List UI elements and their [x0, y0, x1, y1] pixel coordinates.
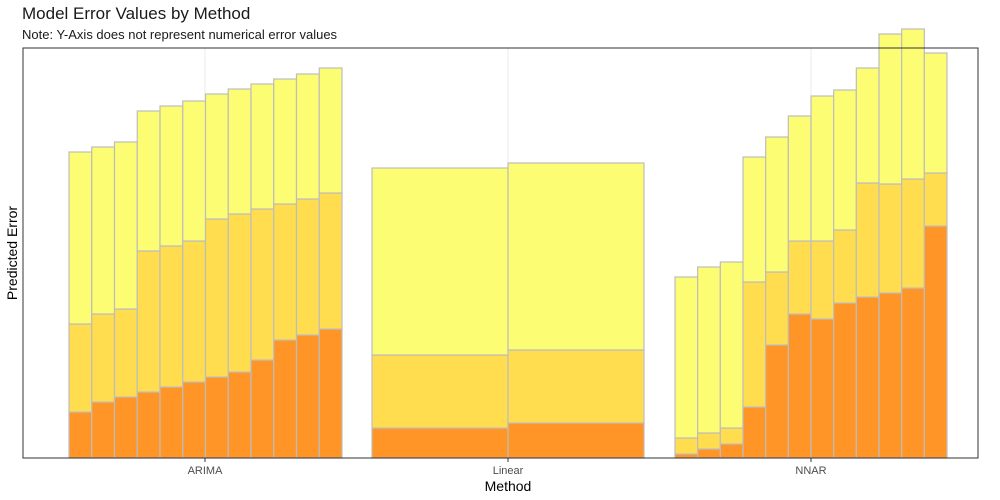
- x-tick-label-nnar: NNAR: [795, 465, 826, 477]
- bar-segment-arima-11-mid: [295, 198, 320, 336]
- x-axis-ticks: ARIMA Linear NNAR: [188, 458, 827, 477]
- bar-segment-nnar-8-light: [833, 89, 857, 231]
- bar-segment-nnar-11-mid: [901, 178, 925, 289]
- bar-segment-arima-5-mid: [159, 245, 184, 388]
- bar-segment-arima-8-mid: [227, 213, 252, 373]
- bar-segment-arima-3-light: [113, 141, 138, 310]
- bar-segment-arima-6-mid: [182, 240, 207, 383]
- bar-segment-nnar-7-dark: [810, 318, 835, 459]
- bar-segment-nnar-2-light: [697, 266, 721, 434]
- bar-segment-linear-2-light: [507, 162, 645, 351]
- bar-segment-nnar-7-light: [810, 95, 835, 242]
- bar-segment-arima-10-mid: [273, 203, 298, 341]
- bar-segment-arima-4-mid: [136, 250, 161, 393]
- bar-segment-arima-1-light: [68, 151, 93, 325]
- bar-segment-arima-7-mid: [204, 218, 229, 378]
- bar-segment-nnar-2-mid: [697, 432, 721, 450]
- bar-segment-nnar-8-dark: [833, 302, 857, 459]
- bar-segment-nnar-11-dark: [901, 287, 925, 459]
- bar-segment-arima-4-light: [136, 110, 161, 252]
- bar-segment-arima-7-dark: [204, 376, 229, 459]
- chart-title: Model Error Values by Method: [22, 4, 251, 23]
- bar-segment-nnar-12-dark: [923, 225, 948, 459]
- bar-segment-arima-2-dark: [91, 401, 116, 459]
- bar-segment-nnar-6-light: [787, 115, 812, 242]
- bar-segment-arima-3-dark: [113, 396, 138, 459]
- bar-segment-arima-6-light: [182, 100, 207, 242]
- bar-segment-arima-10-dark: [273, 339, 298, 459]
- bar-segment-arima-10-light: [273, 78, 298, 205]
- bar-segment-nnar-2-dark: [697, 448, 721, 459]
- x-tick-label-linear: Linear: [493, 465, 524, 477]
- bar-segment-arima-3-mid: [113, 308, 138, 398]
- bar-group-linear: [371, 162, 645, 459]
- bar-group-nnar: [674, 28, 948, 459]
- bar-segment-nnar-10-mid: [878, 183, 903, 294]
- bar-segment-arima-4-dark: [136, 391, 161, 459]
- bar-segment-nnar-8-mid: [833, 229, 857, 304]
- bar-segment-nnar-1-dark: [674, 453, 699, 459]
- bar-segment-arima-12-mid: [318, 192, 343, 330]
- bar-segment-arima-5-dark: [159, 386, 184, 459]
- bar-segment-nnar-6-dark: [787, 313, 812, 459]
- bar-segment-linear-2-mid: [507, 349, 645, 424]
- bar-segment-linear-1-light: [371, 167, 509, 356]
- bar-segment-arima-1-dark: [68, 411, 93, 459]
- y-axis-title: Predicted Error: [4, 206, 20, 300]
- bar-segment-arima-8-dark: [227, 371, 252, 459]
- bar-segment-nnar-10-dark: [878, 292, 903, 459]
- bar-segment-arima-2-mid: [91, 313, 116, 403]
- bar-segment-nnar-4-dark: [742, 406, 767, 459]
- x-tick-label-arima: ARIMA: [188, 465, 224, 477]
- bar-segment-nnar-4-mid: [742, 281, 767, 408]
- bar-segment-linear-1-dark: [371, 427, 509, 459]
- bar-segment-arima-7-light: [204, 93, 229, 220]
- plot-panel-border: [22, 47, 979, 459]
- bar-segment-arima-9-mid: [250, 208, 275, 361]
- bar-segment-arima-2-light: [91, 146, 116, 315]
- chart-subtitle: Note: Y-Axis does not represent numerica…: [22, 27, 338, 42]
- bar-segment-arima-12-light: [318, 67, 343, 194]
- bar-segment-nnar-5-dark: [765, 344, 789, 459]
- bar-segment-arima-1-mid: [68, 323, 93, 413]
- bar-segment-arima-11-light: [295, 73, 320, 200]
- bar-segment-nnar-9-light: [855, 67, 880, 184]
- bar-segment-nnar-9-mid: [855, 182, 880, 298]
- bar-segment-arima-8-light: [227, 88, 252, 215]
- bar-segment-nnar-5-light: [765, 136, 789, 273]
- bar-segment-nnar-7-mid: [810, 240, 835, 320]
- bar-segment-nnar-5-mid: [765, 271, 789, 346]
- bar-segment-nnar-3-dark: [719, 443, 744, 459]
- bar-segment-nnar-6-mid: [787, 240, 812, 315]
- bar-segment-nnar-9-dark: [855, 296, 880, 459]
- bar-segment-nnar-4-light: [742, 156, 767, 283]
- bar-segment-nnar-12-mid: [923, 172, 948, 227]
- bar-segment-nnar-3-light: [719, 261, 744, 429]
- bar-segment-arima-6-dark: [182, 381, 207, 459]
- x-axis-title: Method: [485, 478, 532, 494]
- bars: [68, 28, 948, 459]
- bar-segment-arima-9-dark: [250, 359, 275, 459]
- bar-segment-linear-2-dark: [507, 422, 645, 459]
- bar-segment-linear-1-mid: [371, 354, 509, 429]
- bar-segment-nnar-1-light: [674, 276, 699, 439]
- bar-segment-nnar-1-mid: [674, 437, 699, 455]
- bar-segment-arima-5-light: [159, 105, 184, 247]
- bar-group-arima: [68, 67, 343, 459]
- bar-segment-arima-11-dark: [295, 334, 320, 459]
- bar-segment-arima-9-light: [250, 83, 275, 210]
- bar-segment-nnar-3-mid: [719, 427, 744, 445]
- bar-segment-arima-12-dark: [318, 328, 343, 459]
- bar-segment-nnar-10-light: [878, 33, 903, 185]
- bar-segment-nnar-11-light: [901, 28, 925, 180]
- bar-segment-nnar-12-light: [923, 52, 948, 174]
